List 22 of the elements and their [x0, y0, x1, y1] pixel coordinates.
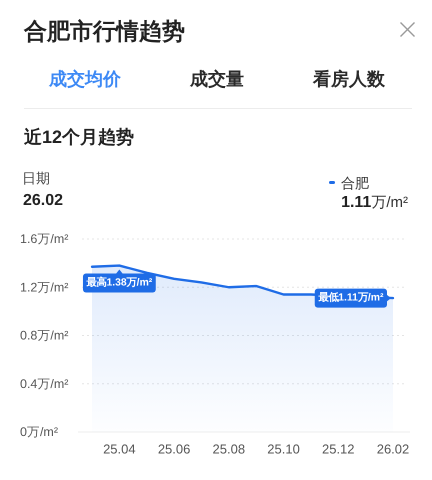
- annotation: 最高1.38万/m²: [85, 276, 153, 289]
- x-tick-label: 25.04: [103, 442, 136, 456]
- text: 1.11万/m²: [341, 194, 408, 211]
- text: 26.02: [23, 191, 64, 211]
- y-tick-label: 1.2万/m²: [20, 280, 68, 294]
- tab: 看房人数: [283, 65, 415, 93]
- y-tick-label: 0.8万/m²: [20, 328, 68, 342]
- tab-selected: 成交均价: [19, 65, 151, 93]
- chart-title: 合肥市行情趋势: [24, 17, 185, 46]
- x-tick-label: 26.02: [376, 442, 410, 456]
- y-tick-label: 1.6万/m²: [20, 232, 68, 246]
- y-tick-label: 0.4万/m²: [20, 376, 68, 391]
- y-tick-label: 0万/m²: [20, 425, 58, 439]
- text: 日期: [22, 169, 50, 187]
- x-tick-label: 25.06: [158, 442, 190, 456]
- annotation: 最低1.11万/m²: [317, 292, 384, 304]
- x-tick-label: 25.10: [267, 442, 300, 456]
- chart-subtitle: 近12个月趋势: [24, 126, 134, 149]
- legend-label: 合肥: [341, 174, 369, 192]
- x-tick-label: 25.08: [212, 442, 246, 456]
- tab: 成交量: [151, 65, 283, 93]
- x-tick-label: 25.12: [322, 442, 355, 456]
